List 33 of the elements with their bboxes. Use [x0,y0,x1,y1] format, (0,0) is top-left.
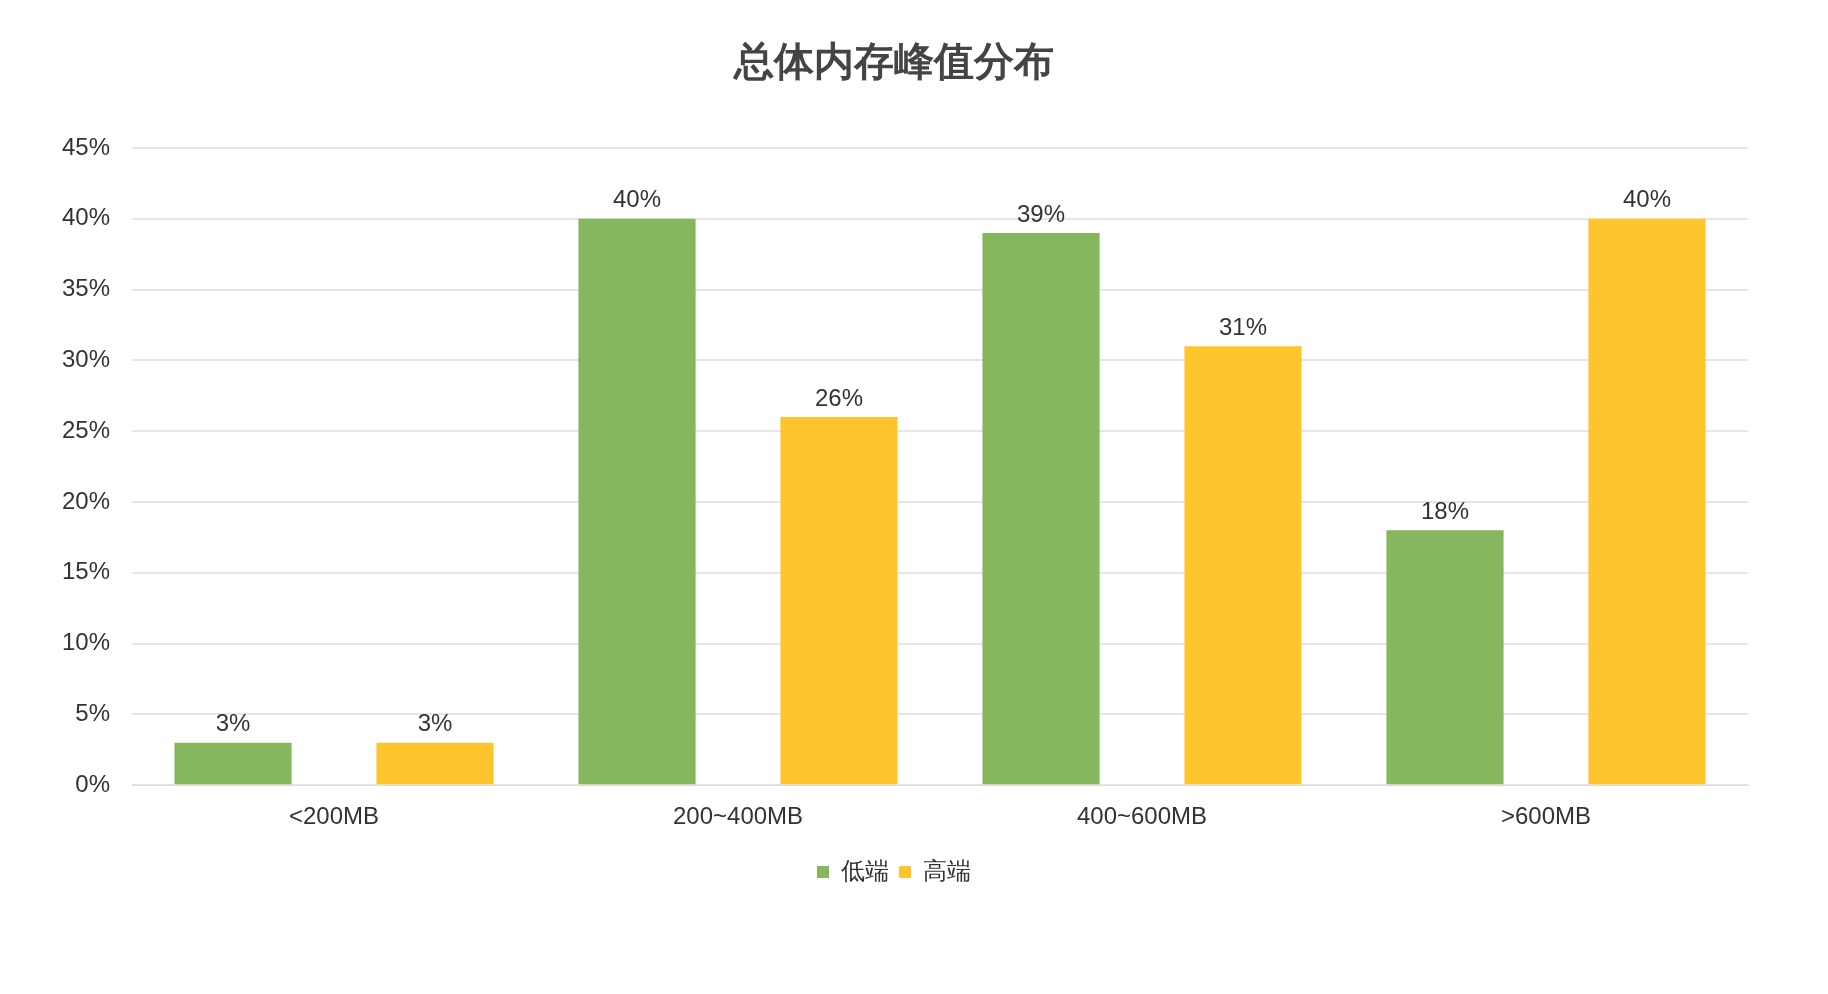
data-label: 18% [1420,496,1470,524]
x-tick-label: <200MB [289,802,380,830]
x-tick-label: 400~600MB [1076,802,1208,830]
bar [1184,346,1302,785]
legend-label: 高端 [923,856,971,884]
data-label: 31% [1218,312,1268,340]
y-tick-label: 15% [61,557,111,585]
chart-title: 总体内存峰值分布 [732,39,1054,84]
data-label: 40% [1622,185,1672,213]
y-tick-label: 0% [75,769,111,797]
data-label: 3% [215,709,251,737]
bar [578,218,696,785]
y-tick-label: 5% [75,699,111,727]
bar [174,742,292,785]
y-tick-label: 40% [61,203,111,231]
data-label: 26% [815,383,864,411]
bar [982,232,1100,785]
bar [1386,530,1504,785]
y-tick-label: 35% [61,274,111,302]
y-tick-label: 10% [61,628,111,656]
data-label: 3% [417,709,453,737]
x-tick-label: >600MB [1500,802,1592,830]
data-label: 40% [613,185,662,213]
y-tick-label: 30% [61,345,111,373]
x-tick-label: 200~400MB [672,802,804,830]
y-tick-label: 20% [61,486,111,514]
data-label: 39% [1016,199,1066,227]
y-tick-label: 25% [61,415,111,443]
bar [780,417,898,785]
bar [1588,218,1706,785]
bar [376,742,494,785]
legend-label: 低端 [841,856,889,884]
y-tick-label: 45% [61,132,111,160]
